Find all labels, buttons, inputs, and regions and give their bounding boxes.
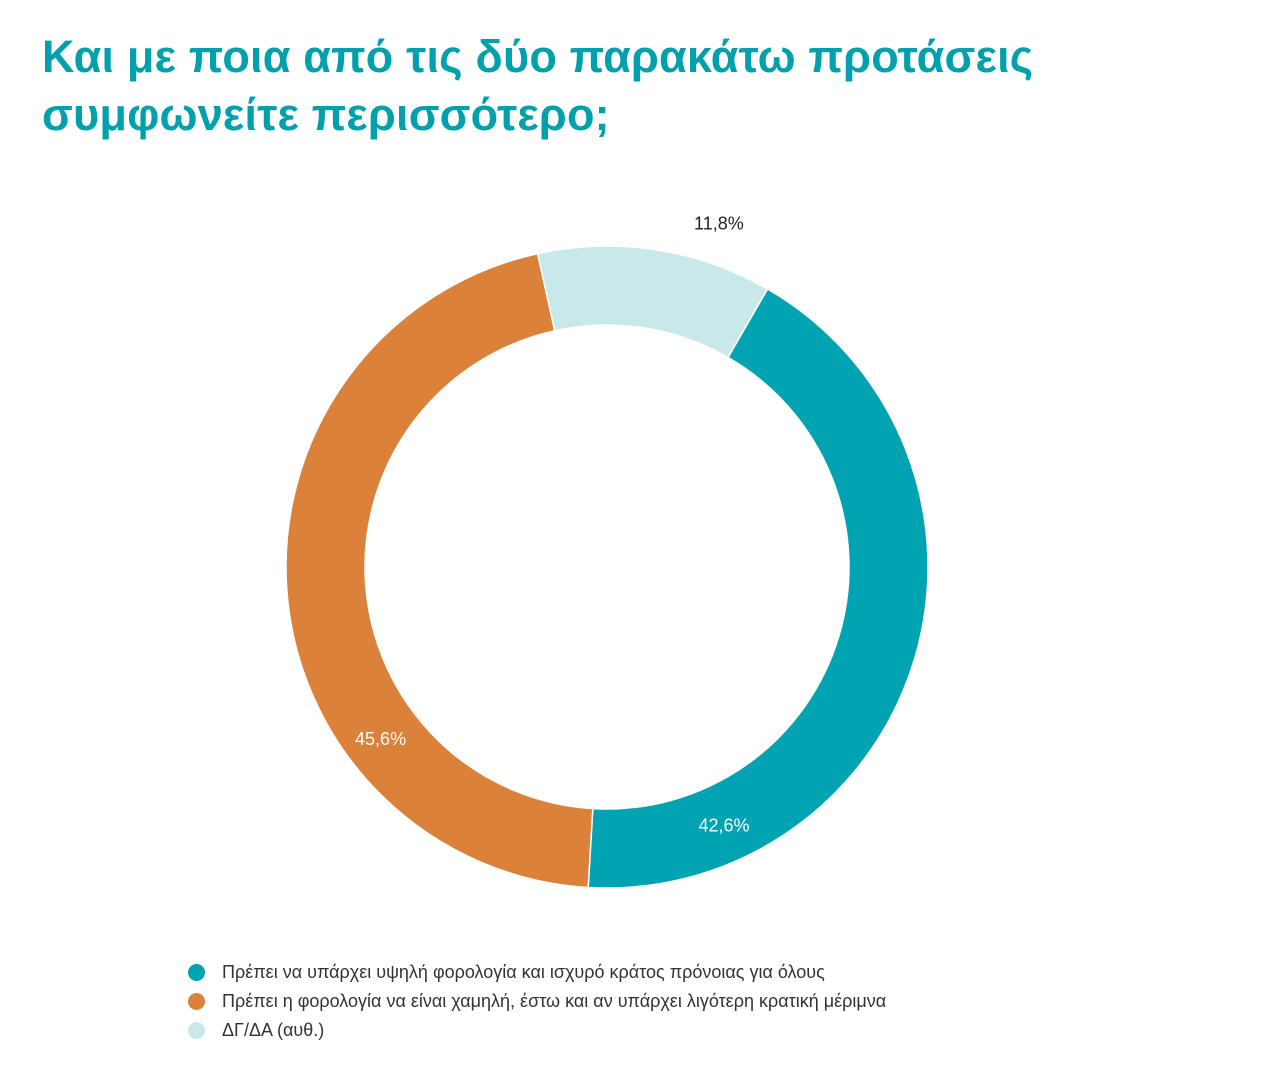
slice-label-2: 45,6% [355, 729, 406, 749]
chart-legend: Πρέπει να υπάρχει υψηλή φορολογία και ισ… [188, 958, 886, 1045]
donut-slice-3 [536, 245, 769, 359]
chart-title: Και με ποια από τις δύο παρακάτω προτάσε… [42, 31, 1034, 140]
legend-swatch-1 [188, 964, 205, 981]
legend-item-3: ΔΓ/ΔΑ (αυθ.) [188, 1016, 886, 1045]
legend-item-1: Πρέπει να υπάρχει υψηλή φορολογία και ισ… [188, 958, 886, 987]
legend-label-2: Πρέπει η φορολογία να είναι χαμηλή, έστω… [222, 991, 887, 1011]
legend-label-1: Πρέπει να υπάρχει υψηλή φορολογία και ισ… [222, 962, 825, 982]
legend-swatch-2 [188, 993, 205, 1010]
slice-label-1: 42,6% [699, 816, 750, 836]
donut-slice-2 [285, 252, 594, 889]
legend-swatch-3 [188, 1022, 205, 1039]
legend-item-2: Πρέπει η φορολογία να είναι χαμηλή, έστω… [188, 987, 886, 1016]
legend-label-3: ΔΓ/ΔΑ (αυθ.) [222, 1020, 325, 1040]
donut-slice-1 [587, 287, 929, 889]
slice-label-3: 11,8% [694, 214, 744, 234]
